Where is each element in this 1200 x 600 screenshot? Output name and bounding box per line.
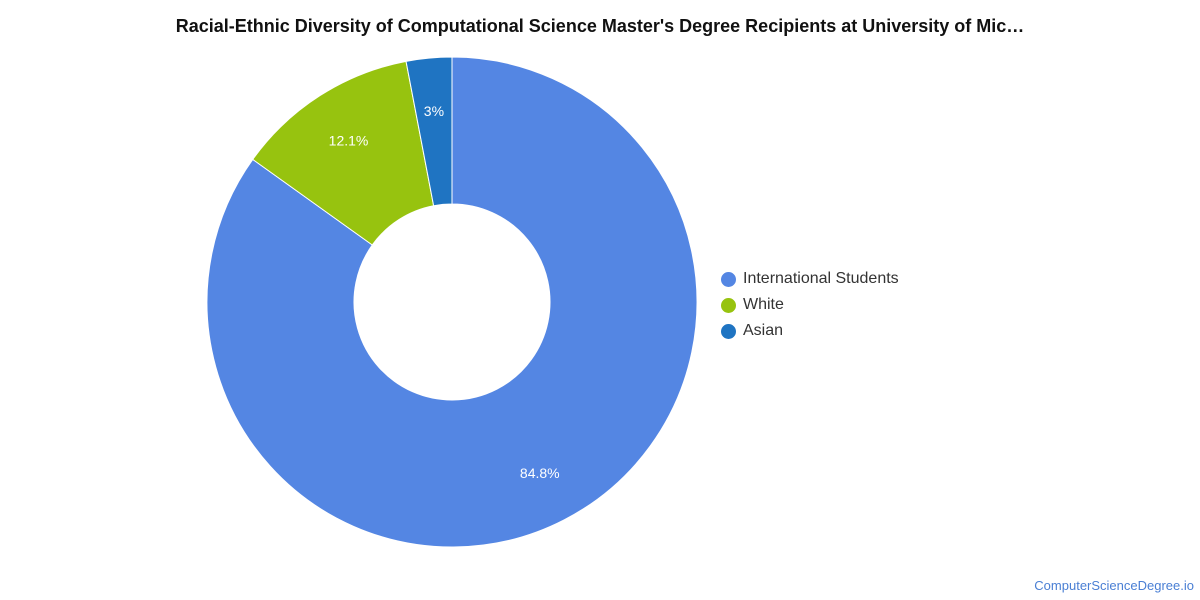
slice-label-international-students: 84.8%: [520, 465, 560, 481]
legend-label: International Students: [743, 270, 899, 287]
legend-swatch: [721, 323, 736, 339]
legend-swatch: [721, 271, 736, 287]
source-link[interactable]: ComputerScienceDegree.io: [1034, 578, 1194, 593]
slice-label-white: 12.1%: [329, 132, 369, 148]
chart-title: Racial-Ethnic Diversity of Computational…: [175, 16, 1025, 36]
slice-asian[interactable]: [405, 56, 453, 207]
legend-item-white[interactable]: White: [721, 292, 899, 318]
slice-white[interactable]: [252, 60, 435, 246]
slice-label-asian: 3%: [424, 103, 444, 119]
slice-labels: 84.8% 12.1% 3%: [329, 103, 560, 481]
legend: International Students White Asian: [721, 266, 899, 344]
legend-label: Asian: [743, 322, 784, 339]
legend-label: White: [743, 296, 784, 313]
legend-item-international-students[interactable]: International Students: [721, 266, 899, 292]
legend-swatch: [721, 297, 736, 313]
donut-slices: [206, 56, 698, 548]
slice-international-students[interactable]: [206, 56, 698, 548]
legend-item-asian[interactable]: Asian: [721, 318, 899, 344]
